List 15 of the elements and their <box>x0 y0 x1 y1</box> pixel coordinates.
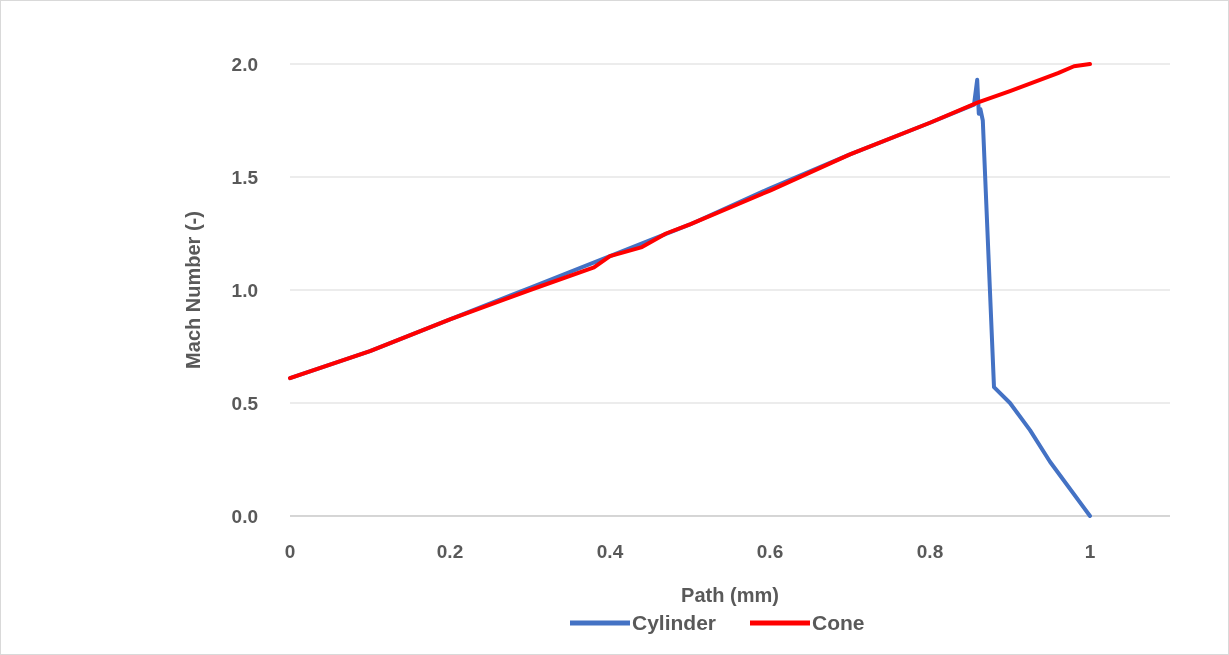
y-tick-label: 0.0 <box>231 505 258 527</box>
y-tick-label: 1.5 <box>231 166 259 188</box>
x-tick-label: 0.6 <box>756 541 784 562</box>
legend-label: Cylinder <box>632 611 717 635</box>
y-tick-label: 1.0 <box>231 279 258 301</box>
y-axis-title: Mach Number (-) <box>182 211 204 369</box>
x-tick-label: 1 <box>1084 541 1096 562</box>
y-tick-label: 2.0 <box>231 53 258 75</box>
x-tick-label: 0.4 <box>596 541 624 562</box>
x-tick-label: 0 <box>284 541 296 562</box>
x-tick-label: 0.2 <box>436 541 464 562</box>
legend-label: Cone <box>812 611 865 635</box>
x-axis-title: Path (mm) <box>681 584 779 606</box>
x-tick-label: 0.8 <box>916 541 944 562</box>
y-tick-label: 0.5 <box>231 392 259 414</box>
